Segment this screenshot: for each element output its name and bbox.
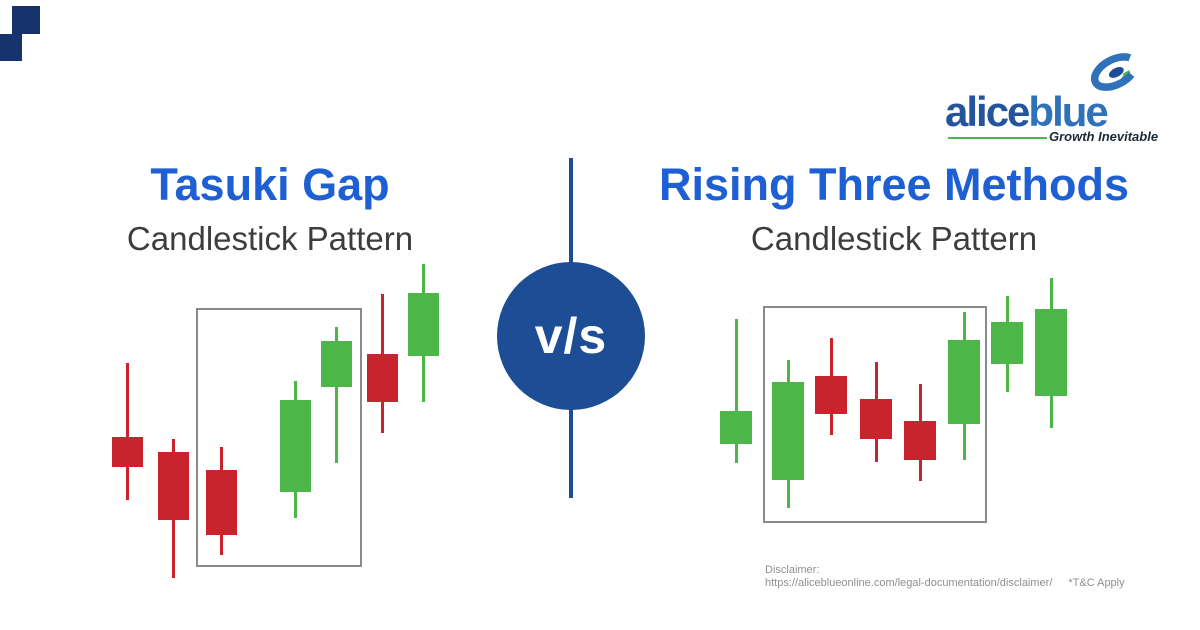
brand-logo-name: aliceblue <box>945 88 1109 135</box>
tasuki-gap-candle-4-body <box>279 400 311 492</box>
tasuki-gap-candle-2-body <box>157 452 189 520</box>
left-pattern-subtitle: Candlestick Pattern <box>126 220 414 257</box>
rising-three-methods-candle-3-body <box>815 376 847 414</box>
rising-three-methods-candle-4-body <box>860 399 892 439</box>
disclaimer-url: https://aliceblueonline.com/legal-docume… <box>765 577 1053 589</box>
vs-badge: v/s <box>497 262 645 410</box>
brand-tagline: Growth Inevitable <box>1049 129 1159 144</box>
right-pattern-title: Rising Three Methods <box>658 159 1130 210</box>
rising-three-methods-candle-8-body <box>1035 309 1067 396</box>
rising-three-methods-candle-6-body <box>948 340 980 424</box>
brand-name-alice: alice <box>945 88 1030 135</box>
tasuki-gap-candle-7-body <box>407 293 439 356</box>
disclaimer-label: Disclaimer: <box>765 564 820 576</box>
tasuki-gap-candle-5-body <box>320 341 352 387</box>
rising-three-methods-candle-2-body <box>772 382 804 480</box>
vs-label: v/s <box>534 308 608 364</box>
left-pattern-title: Tasuki Gap <box>150 159 390 210</box>
brand-name-blue: blue <box>1028 88 1108 135</box>
rising-three-methods-candle-5-body <box>904 421 936 460</box>
brand-underline <box>948 137 1047 139</box>
decor-square-top <box>12 6 40 34</box>
right-pattern-subtitle: Candlestick Pattern <box>750 220 1038 257</box>
rising-three-methods-candle-1-wick <box>734 319 738 463</box>
tasuki-gap-candle-1-body <box>111 437 143 467</box>
rising-three-methods-candle-1-body <box>720 411 752 444</box>
tasuki-gap-highlight-box <box>196 308 362 567</box>
disclaimer-block: Disclaimer: https://aliceblueonline.com/… <box>765 564 1125 590</box>
tnc-note: *T&C Apply <box>1068 577 1125 589</box>
tasuki-gap-candle-3-body <box>205 470 237 535</box>
tasuki-gap-candle-5-wick <box>334 327 338 463</box>
logo-swirl-icon <box>1090 53 1140 92</box>
tasuki-gap-candle-1-wick <box>125 363 129 500</box>
rising-three-methods-candle-7-body <box>991 322 1023 364</box>
rising-three-methods-highlight-box <box>763 306 987 523</box>
tasuki-gap-candle-6-body <box>366 354 398 402</box>
decor-square-bottom <box>0 34 22 61</box>
